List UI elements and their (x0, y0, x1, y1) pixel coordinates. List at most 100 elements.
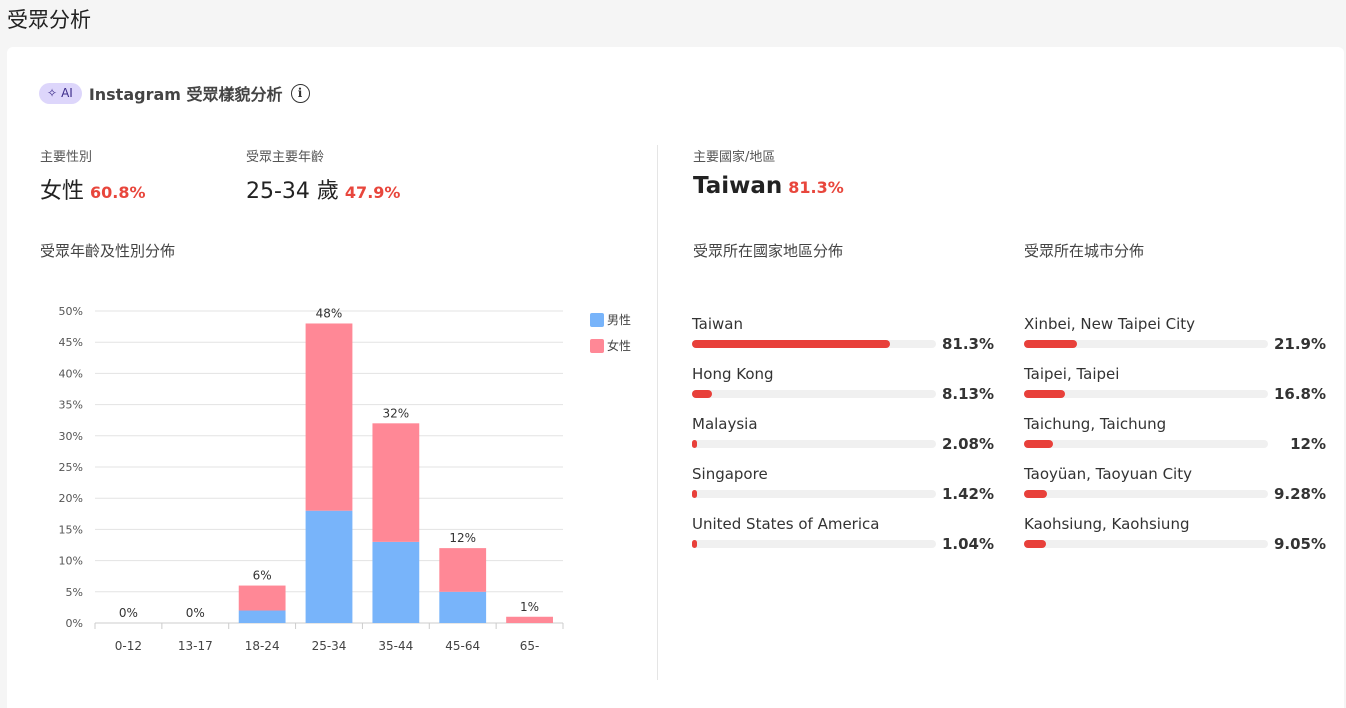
legend-female-label: 女性 (607, 339, 632, 353)
city-bar (1024, 440, 1268, 448)
bar-female (372, 423, 420, 542)
country-item: Taiwan 81.3% (692, 315, 994, 365)
age-gender-chart: 0% 5% 10% 15% 20% 25% 30% 35% 40% 45% 50% 0% 0-12 0% 1… (59, 305, 564, 653)
age-gender-title: 受眾年齡及性別分佈 (40, 242, 176, 260)
city-item: Taipei, Taipei 16.8% (1024, 365, 1326, 415)
legend-male-label: 男性 (607, 313, 632, 327)
stat-country-value: Taiwan (693, 173, 783, 199)
card-header: ✧ AI Instagram 受眾樣貌分析 i (39, 81, 310, 105)
stat-age-label: 受眾主要年齡 (246, 150, 325, 165)
country-item: Hong Kong 8.13% (692, 365, 994, 415)
stat-gender-pct: 60.8% (90, 183, 146, 202)
bar-total-label: 6% (253, 569, 272, 583)
x-tick-label: 65- (520, 639, 540, 653)
country-bar (692, 490, 936, 498)
stat-age-pct: 47.9% (344, 183, 401, 202)
country-name: Taiwan (692, 315, 744, 333)
y-tick-label: 25% (59, 461, 83, 474)
city-name: Taoyüan, Taoyuan City (1024, 465, 1192, 483)
country-pct: 2.08% (941, 435, 994, 453)
country-pct: 1.04% (941, 535, 994, 553)
chart-legend: 男性 女性 (590, 311, 631, 363)
stat-country: 主要國家/地區 Taiwan 81.3% (693, 146, 844, 199)
city-item: Taoyüan, Taoyuan City 9.28% (1024, 465, 1326, 515)
country-dist-title: 受眾所在國家地區分佈 (693, 242, 844, 260)
x-tick-label: 13-17 (178, 639, 213, 653)
bar-female (439, 548, 487, 592)
ai-label: AI (61, 86, 73, 100)
country-bar-fill (692, 540, 697, 548)
city-bar-fill (1024, 540, 1047, 548)
city-list: Xinbei, New Taipei City 21.9% Taipei, Ta… (1024, 315, 1326, 565)
y-tick-label: 35% (59, 399, 83, 412)
bar-total-label: 12% (449, 531, 476, 545)
legend-female[interactable]: 女性 (590, 337, 631, 354)
country-item: Malaysia 2.08% (692, 415, 994, 465)
x-tick-label: 0-12 (115, 639, 142, 653)
city-name: Xinbei, New Taipei City (1024, 315, 1196, 333)
bar-female (238, 585, 286, 611)
bar-total-label: 48% (316, 306, 343, 320)
city-name: Taichung, Taichung (1024, 415, 1167, 433)
country-name: Malaysia (692, 415, 758, 433)
divider (657, 145, 658, 680)
city-pct: 9.28% (1273, 485, 1326, 503)
country-pct: 81.3% (941, 335, 994, 353)
bar-male (372, 541, 420, 623)
stat-gender-value: 女性 (40, 179, 85, 204)
bar-total-label: 0% (186, 606, 205, 620)
city-dist-title: 受眾所在城市分佈 (1024, 242, 1145, 260)
country-bar (692, 540, 936, 548)
bar-male (439, 591, 487, 623)
ai-badge: ✧ AI (39, 82, 82, 104)
x-tick-label: 45-64 (445, 639, 480, 653)
info-icon[interactable]: i (290, 83, 310, 103)
legend-male-swatch (590, 312, 604, 327)
country-item: Singapore 1.42% (692, 465, 994, 515)
city-bar-fill (1024, 490, 1047, 498)
city-bar-fill (1024, 440, 1054, 448)
country-bar-fill (692, 440, 698, 448)
audience-card: ✧ AI Instagram 受眾樣貌分析 i 主要性別 女性 60.8% 受眾… (7, 47, 1344, 708)
y-tick-label: 50% (59, 305, 83, 318)
card-title: Instagram 受眾樣貌分析 (88, 85, 283, 104)
bar-male (305, 510, 353, 623)
city-item: Xinbei, New Taipei City 21.9% (1024, 315, 1326, 365)
stat-gender: 主要性別 女性 60.8% (40, 146, 146, 205)
country-item: United States of America 1.04% (692, 515, 994, 565)
city-pct: 12% (1290, 435, 1326, 453)
x-tick-label: 25-34 (312, 639, 347, 653)
legend-male[interactable]: 男性 (590, 311, 631, 328)
y-tick-label: 5% (66, 586, 83, 599)
country-list: Taiwan 81.3% Hong Kong 8.13% Malaysia 2.… (692, 315, 994, 565)
x-tick-label: 35-44 (378, 639, 413, 653)
page-title: 受眾分析 (7, 8, 91, 32)
stat-age-value: 25-34 歲 (246, 179, 339, 204)
city-bar (1024, 540, 1268, 548)
city-bar-fill (1024, 340, 1078, 348)
country-pct: 1.42% (941, 485, 994, 503)
country-bar-fill (692, 390, 712, 398)
x-tick-label: 18-24 (245, 639, 280, 653)
bar-female (506, 616, 553, 623)
y-tick-label: 30% (59, 430, 83, 443)
country-bar-fill (692, 340, 891, 348)
city-bar (1024, 390, 1268, 398)
city-bar (1024, 340, 1268, 348)
country-bar (692, 440, 936, 448)
y-tick-label: 40% (59, 367, 83, 380)
y-tick-label: 10% (59, 555, 83, 568)
city-pct: 16.8% (1273, 385, 1326, 403)
city-name: Kaohsiung, Kaohsiung (1024, 515, 1190, 533)
city-item: Kaohsiung, Kaohsiung 9.05% (1024, 515, 1326, 565)
country-bar (692, 390, 936, 398)
y-tick-label: 0% (66, 617, 83, 630)
city-pct: 21.9% (1273, 335, 1326, 353)
legend-female-swatch (590, 338, 604, 353)
city-pct: 9.05% (1273, 535, 1326, 553)
city-name: Taipei, Taipei (1024, 365, 1120, 383)
bar-female (305, 323, 353, 511)
country-name: Singapore (692, 465, 768, 483)
country-bar-fill (692, 490, 697, 498)
city-bar-fill (1024, 390, 1065, 398)
